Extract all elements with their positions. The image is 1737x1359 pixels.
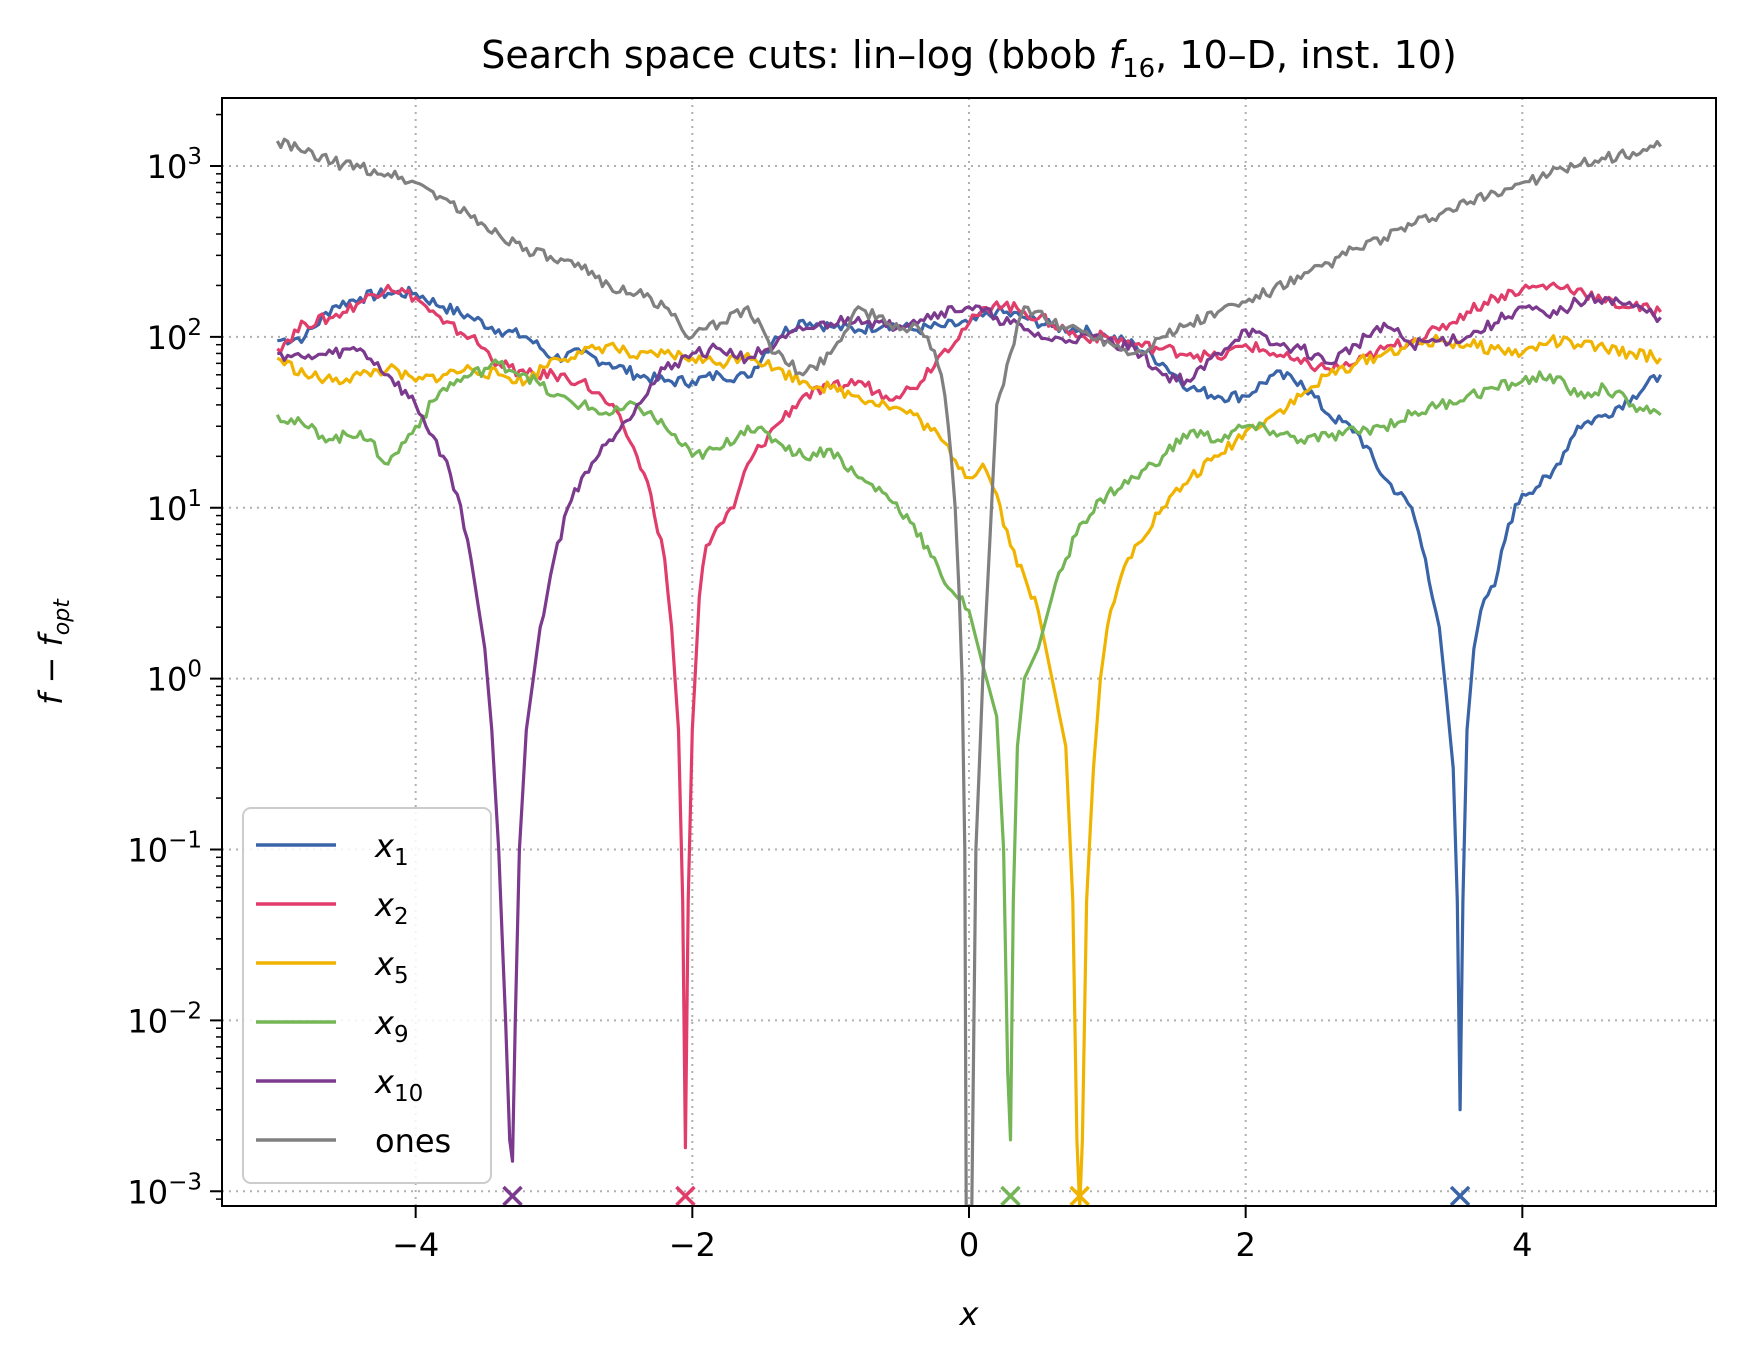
legend-label-name: x	[374, 1063, 395, 1101]
x-tick-label: 2	[1235, 1226, 1255, 1264]
y-tick-label: 103	[147, 144, 202, 186]
optimum-marker-x5	[1069, 1185, 1090, 1207]
y-tick-base: 10	[127, 1002, 168, 1040]
y-tick-label: 10−1	[127, 828, 202, 870]
legend-label-name: x	[374, 886, 395, 924]
legend-label-name: x	[374, 827, 395, 865]
y-axis-label-opt-sub: opt	[50, 598, 75, 635]
chart-title: Search space cuts: lin–log (bbob f16, 10…	[481, 33, 1457, 84]
legend-label-sub: 9	[394, 1022, 409, 1048]
legend-label-name: x	[374, 1004, 395, 1042]
legend-label-name: ones	[375, 1122, 451, 1160]
y-tick-base: 10	[127, 1173, 168, 1211]
legend-label: x1	[374, 827, 409, 871]
legend-label: ones	[375, 1122, 451, 1160]
optimum-marker-x10	[502, 1185, 523, 1207]
y-tick-label: 101	[147, 486, 202, 528]
legend-label-sub: 5	[394, 963, 409, 989]
series-line-x5	[276, 333, 1662, 1206]
y-tick-label: 10−2	[127, 998, 202, 1040]
y-tick-exponent: 0	[187, 657, 202, 683]
x-tick-label: −2	[669, 1226, 716, 1264]
optimum-marker-x9	[1000, 1185, 1021, 1207]
y-tick-exponent: −1	[168, 828, 202, 854]
legend-frame	[242, 807, 492, 1184]
y-tick-base: 10	[147, 319, 188, 357]
y-axis-label: f − fopt	[32, 598, 75, 705]
legend-label: x2	[374, 886, 409, 930]
legend-label-sub: 10	[394, 1081, 423, 1107]
x-tick-label: −4	[392, 1226, 439, 1264]
optimum-marker-x2	[675, 1185, 696, 1207]
y-tick-label: 10−3	[127, 1169, 202, 1211]
legend-label-sub: 2	[394, 904, 409, 930]
y-tick-exponent: 2	[187, 315, 202, 341]
series-line-x2	[276, 281, 1663, 1150]
optimum-markers	[502, 1185, 1471, 1207]
series-line-x10	[277, 292, 1662, 1163]
y-tick-base: 10	[147, 490, 188, 528]
x-tick-label: 4	[1512, 1226, 1532, 1264]
legend-label-sub: 1	[394, 845, 409, 871]
chart-title-func-sub: 16	[1122, 54, 1155, 84]
series-group	[275, 137, 1663, 1206]
legend-label: x9	[374, 1004, 409, 1048]
y-tick-base: 10	[127, 832, 168, 870]
x-axis-label: x	[959, 1295, 980, 1333]
y-tick-base: 10	[147, 661, 188, 699]
y-tick-exponent: −2	[168, 998, 202, 1024]
series-line-ones	[275, 137, 1663, 1206]
y-tick-exponent: 3	[187, 144, 202, 170]
y-tick-base: 10	[147, 148, 188, 186]
x-tick-label: 0	[959, 1226, 979, 1264]
y-tick-label: 102	[147, 315, 202, 357]
y-tick-exponent: 1	[187, 486, 202, 512]
series-line-x9	[275, 358, 1662, 1142]
optimum-marker-x1	[1449, 1185, 1471, 1207]
chart-title-suffix: , 10–D, inst. 10)	[1155, 33, 1457, 77]
chart-title-prefix: Search space cuts: lin–log (bbob	[481, 33, 1108, 77]
grid	[222, 98, 1716, 1206]
y-tick-exponent: −3	[168, 1169, 202, 1195]
y-tick-label: 100	[147, 657, 202, 699]
legend-label: x10	[374, 1063, 423, 1107]
legend-label: x5	[374, 945, 409, 989]
y-axis-label-minus: −	[32, 646, 70, 693]
legend-label-name: x	[374, 945, 395, 983]
